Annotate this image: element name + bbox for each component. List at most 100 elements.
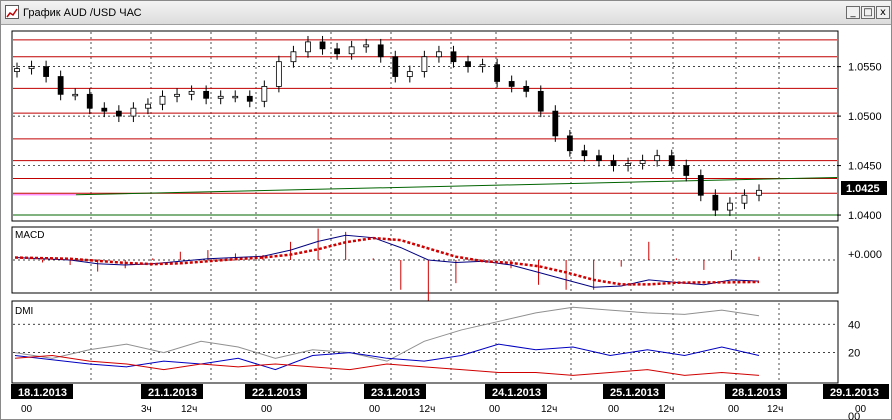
candle-body-26 bbox=[392, 56, 399, 77]
price-axis: 1.0550 1.0500 1.0450 1.0400 bbox=[837, 62, 882, 222]
macd-zero-label: +0.000 bbox=[848, 249, 882, 261]
date-tag-7: 29.1.2013 bbox=[830, 387, 879, 399]
candle-body-35 bbox=[523, 86, 530, 92]
candle-body-47 bbox=[697, 175, 704, 196]
current-price-label: 1.0425 bbox=[846, 183, 880, 195]
candle-body-28 bbox=[421, 56, 428, 72]
candle-body-15 bbox=[232, 95, 239, 99]
date-tag-bg-6 bbox=[725, 384, 787, 399]
date-tag-1: 21.1.2013 bbox=[148, 387, 197, 399]
candle-body-21 bbox=[319, 41, 326, 50]
dmi-adx-line bbox=[14, 306, 760, 362]
date-tag-4: 24.1.2013 bbox=[492, 387, 541, 399]
candle-body-27 bbox=[406, 71, 413, 77]
maximize-button[interactable]: □ bbox=[861, 6, 875, 19]
chart-area[interactable]: 1.0550 1.0500 1.0450 1.0400 1.0425 MACD +0.… bbox=[1, 25, 892, 420]
candle-body-4 bbox=[72, 93, 79, 97]
price-candles bbox=[14, 35, 762, 217]
candle-body-44 bbox=[654, 155, 661, 162]
candle-body-10 bbox=[159, 95, 166, 105]
candle-body-40 bbox=[596, 155, 602, 162]
hour-label-1: 3ч bbox=[141, 404, 152, 415]
candle-body-32 bbox=[479, 64, 486, 68]
chart-svg[interactable]: 1.0550 1.0500 1.0450 1.0400 1.0425 MACD +0.… bbox=[1, 25, 892, 420]
hour-label-11: 12ч bbox=[767, 404, 783, 415]
dmi-panel[interactable] bbox=[11, 300, 839, 384]
date-tag-2: 22.1.2013 bbox=[252, 387, 301, 399]
dmi-minus-line bbox=[14, 354, 760, 376]
candle-body-39 bbox=[581, 150, 588, 157]
current-price-tag bbox=[841, 181, 887, 195]
date-tag-bg-4 bbox=[485, 384, 547, 399]
hour-label-10: 00 bbox=[728, 404, 740, 415]
candle-body-37 bbox=[552, 110, 559, 137]
dmi-axis: 40 20 00 bbox=[848, 319, 860, 420]
candle-body-29 bbox=[436, 51, 442, 58]
candle-body-33 bbox=[494, 64, 501, 82]
date-tag-0: 18.1.2013 bbox=[18, 387, 67, 399]
dmi-label: DMI bbox=[15, 306, 33, 317]
date-tag-5: 25.1.2013 bbox=[610, 387, 659, 399]
candle-body-12 bbox=[188, 90, 195, 95]
candle-body-6 bbox=[101, 107, 108, 112]
date-tag-bg-0 bbox=[11, 384, 73, 399]
macd-line bbox=[14, 234, 760, 288]
price-tick-label-2: 1.0450 bbox=[848, 161, 882, 173]
green-trend-line bbox=[75, 176, 838, 196]
candle-body-41 bbox=[610, 160, 617, 166]
date-tag-3: 23.1.2013 bbox=[371, 387, 420, 399]
candle-body-8 bbox=[130, 107, 137, 117]
hour-label-9: 12ч bbox=[658, 404, 674, 415]
time-axis: 18.1.2013 21.1.2013 22.1.2013 23.1.2013 24.1… bbox=[11, 384, 889, 415]
candle-body-30 bbox=[450, 51, 457, 63]
dmi-tick-label-0: 40 bbox=[848, 319, 860, 331]
candle-body-46 bbox=[683, 165, 690, 176]
candle-body-36 bbox=[537, 90, 544, 112]
minimize-button[interactable]: _ bbox=[846, 6, 860, 19]
hour-label-7: 12ч bbox=[541, 404, 557, 415]
close-button[interactable]: x bbox=[876, 6, 890, 19]
price-level-lines bbox=[13, 39, 838, 216]
candle-body-38 bbox=[566, 135, 573, 152]
hour-label-2: 12ч bbox=[181, 404, 197, 415]
hour-label-8: 00 bbox=[608, 404, 620, 415]
macd-series bbox=[14, 228, 760, 307]
candle-body-49 bbox=[727, 202, 733, 211]
candle-body-2 bbox=[43, 66, 49, 77]
candle-body-23 bbox=[348, 46, 355, 55]
candle-body-13 bbox=[203, 90, 210, 99]
candle-body-9 bbox=[145, 103, 151, 109]
hour-label-0: 00 bbox=[21, 404, 33, 415]
title-bar[interactable]: График AUD /USD ЧАС _ □ x bbox=[1, 1, 891, 25]
macd-signal-line bbox=[14, 236, 760, 286]
candle-body-34 bbox=[508, 81, 515, 87]
candle-body-3 bbox=[57, 76, 64, 95]
price-tick-label-1: 1.0500 bbox=[848, 111, 882, 123]
candle-body-16 bbox=[246, 95, 253, 102]
candle-body-11 bbox=[174, 93, 180, 97]
candle-body-22 bbox=[334, 48, 340, 55]
candle-body-20 bbox=[305, 41, 311, 53]
hour-label-6: 00 bbox=[489, 404, 501, 415]
candle-body-24 bbox=[363, 44, 370, 48]
candle-body-17 bbox=[261, 86, 268, 102]
price-tick-label-0: 1.0550 bbox=[848, 62, 882, 74]
dmi-plus-line bbox=[14, 343, 760, 371]
candle-body-45 bbox=[668, 155, 675, 166]
hour-label-12: 00 bbox=[855, 404, 867, 415]
macd-label: MACD bbox=[15, 230, 44, 241]
candle-body-0 bbox=[14, 68, 20, 72]
date-tag-bg-7 bbox=[823, 384, 889, 399]
date-tag-bg-1 bbox=[141, 384, 203, 399]
dmi-tick-label-1: 20 bbox=[848, 348, 860, 360]
candle-body-50 bbox=[741, 194, 748, 204]
candle-body-31 bbox=[465, 61, 471, 68]
candle-body-42 bbox=[625, 163, 631, 166]
candle-body-5 bbox=[86, 93, 93, 109]
date-tag-bg-2 bbox=[245, 384, 307, 399]
date-tag-bg-3 bbox=[364, 384, 426, 399]
candle-body-14 bbox=[217, 95, 224, 99]
chart-app-icon bbox=[5, 5, 19, 19]
candle-body-51 bbox=[756, 189, 762, 196]
